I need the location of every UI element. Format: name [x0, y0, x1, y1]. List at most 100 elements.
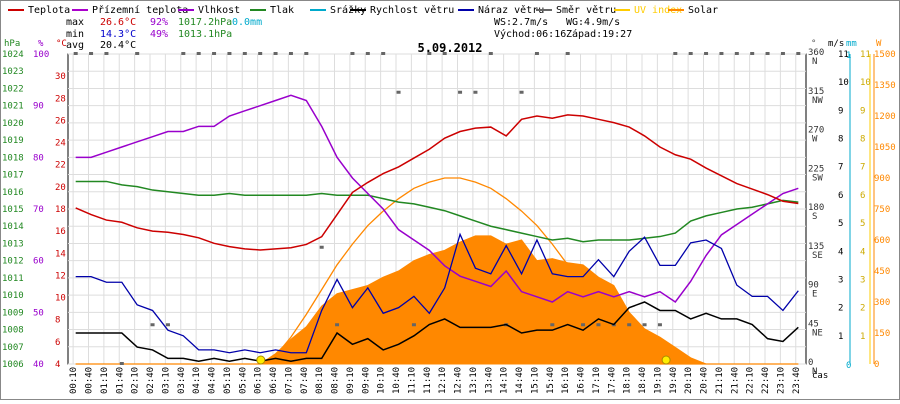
x-tick-label: 20:10: [684, 367, 694, 394]
wind-direction-point: [765, 52, 770, 55]
wind-direction-point: [319, 245, 324, 249]
stat-min-press: 1013.1hPa: [178, 29, 232, 40]
wind-direction-point: [196, 52, 201, 55]
axis-temp-tick: 30: [55, 72, 66, 82]
wind-direction-point: [411, 323, 416, 327]
axis-w-tick: 450: [874, 267, 890, 277]
axis-temp-tick: 4: [55, 360, 60, 370]
legend: Teplota Přízemní teplota Vlhkost Tlak Srážky…: [8, 4, 718, 16]
wind-direction-point: [335, 323, 340, 327]
axis-dir-tick: 0: [808, 358, 813, 368]
axis-ms-tick: 1: [838, 332, 843, 342]
axis-temp-tick: 18: [55, 205, 66, 215]
axis-hpa-tick: 1014: [2, 222, 24, 232]
x-tick-label: 16:40: [577, 367, 587, 394]
axis-hpa-tick: 1008: [2, 326, 24, 336]
x-tick-label: 22:10: [746, 367, 756, 394]
axis-dir-compass: W: [812, 135, 818, 145]
legend-label-teplota: Teplota: [28, 5, 70, 16]
x-tick-label: 07:40: [300, 367, 310, 394]
x-tick-label: 06:10: [254, 367, 264, 394]
axis-dir-compass: N: [812, 367, 817, 377]
x-tick-label: 17:10: [592, 367, 602, 394]
axis-dir-unit: °: [811, 39, 816, 49]
wind-direction-point: [550, 323, 555, 327]
x-tick-label: 14:40: [515, 367, 525, 394]
axis-w-tick: 900: [874, 174, 890, 184]
axis-uv-tick: 8: [860, 135, 865, 145]
axis-hpa-tick: 1010: [2, 291, 24, 301]
axis-hpa-tick: 1012: [2, 257, 24, 267]
axis-ms-tick: 3: [838, 275, 843, 285]
x-tick-label: 14:10: [500, 367, 510, 394]
wind-direction-point: [473, 90, 478, 94]
axis-pct-tick: 80: [33, 153, 44, 163]
axis-temp-tick: 8: [55, 316, 60, 326]
legend-label-vlhkost: Vlhkost: [198, 5, 240, 16]
axis-ms-tick: 6: [838, 191, 843, 201]
axis-dir-compass: N: [812, 57, 817, 67]
axis-pct-tick: 90: [33, 102, 44, 112]
axis-hpa-tick: 1006: [2, 360, 24, 370]
plot-area: [73, 52, 801, 365]
axis-dir-tick: 270: [808, 126, 824, 136]
legend-label-uv: UV index: [634, 5, 682, 16]
axis-uv-tick: 11: [860, 50, 871, 60]
axis-uv-tick: 2: [860, 304, 865, 314]
stat-avg-label: avg: [66, 40, 84, 51]
stat-max-press: 1017.2hPa: [178, 17, 232, 28]
x-tick-label: 11:40: [423, 367, 433, 394]
wind-direction-point: [212, 52, 217, 55]
axis-temp-tick: 10: [55, 294, 66, 304]
wind-direction-point: [673, 52, 678, 55]
x-tick-label: 20:40: [700, 367, 710, 394]
x-tick-label: 13:10: [469, 367, 479, 394]
wind-direction-point: [657, 323, 662, 327]
wind-direction-point: [627, 323, 632, 327]
wind-direction-point: [519, 90, 524, 94]
x-tick-label: 22:40: [761, 367, 771, 394]
axis-hpa-tick: 1016: [2, 188, 24, 198]
x-tick-label: 15:10: [530, 367, 540, 394]
axis-ms-tick: 8: [838, 135, 843, 145]
wind-direction-point: [258, 52, 263, 55]
axis-dir-compass: S: [812, 212, 817, 222]
stat-max-temp: 26.6°C: [100, 17, 136, 28]
x-tick-label: 10:40: [392, 367, 402, 394]
x-tick-label: 08:10: [315, 367, 325, 394]
wind-direction-point: [780, 52, 785, 55]
axis-hpa-tick: 1015: [2, 205, 24, 215]
chart-title: 5.09.2012: [417, 41, 482, 55]
axis-hpa-tick: 1011: [2, 274, 24, 284]
axis-temp-tick: 20: [55, 183, 66, 193]
axis-temp-tick: 24: [55, 139, 66, 149]
legend-label-srazky: Srážky: [330, 4, 366, 16]
axis-dir-compass: SW: [812, 173, 823, 183]
x-tick-label: 23:10: [776, 367, 786, 394]
wind-direction-point: [227, 52, 232, 55]
wind-direction-point: [442, 52, 447, 55]
axis-dir-tick: 360: [808, 48, 824, 58]
axis-ms-tick: 2: [838, 304, 843, 314]
x-tick-label: 03:10: [161, 367, 171, 394]
axis-uv-tick: 1: [860, 332, 865, 342]
x-tick-label: 18:40: [638, 367, 648, 394]
wind-direction-point: [488, 52, 493, 55]
axis-dir-tick: 45: [808, 319, 819, 329]
wind-direction-point: [119, 362, 124, 365]
x-tick-label: 15:40: [546, 367, 556, 394]
x-tick-label: 00:10: [69, 367, 79, 394]
axis-mm-tick: 0: [846, 361, 851, 371]
axis-hpa-tick: 1017: [2, 171, 24, 181]
wind-direction-point: [534, 52, 539, 55]
wind-direction-point: [350, 52, 355, 55]
temperature-line: [75, 114, 799, 251]
axis-w-tick: 1200: [874, 112, 896, 122]
wind-direction-point: [688, 52, 693, 55]
info-sunrise: Východ:06:16: [494, 28, 566, 40]
axis-hpa-tick: 1022: [2, 84, 24, 94]
axis-uv-tick: 7: [860, 163, 865, 173]
axis-temp-tick: 6: [55, 338, 60, 348]
